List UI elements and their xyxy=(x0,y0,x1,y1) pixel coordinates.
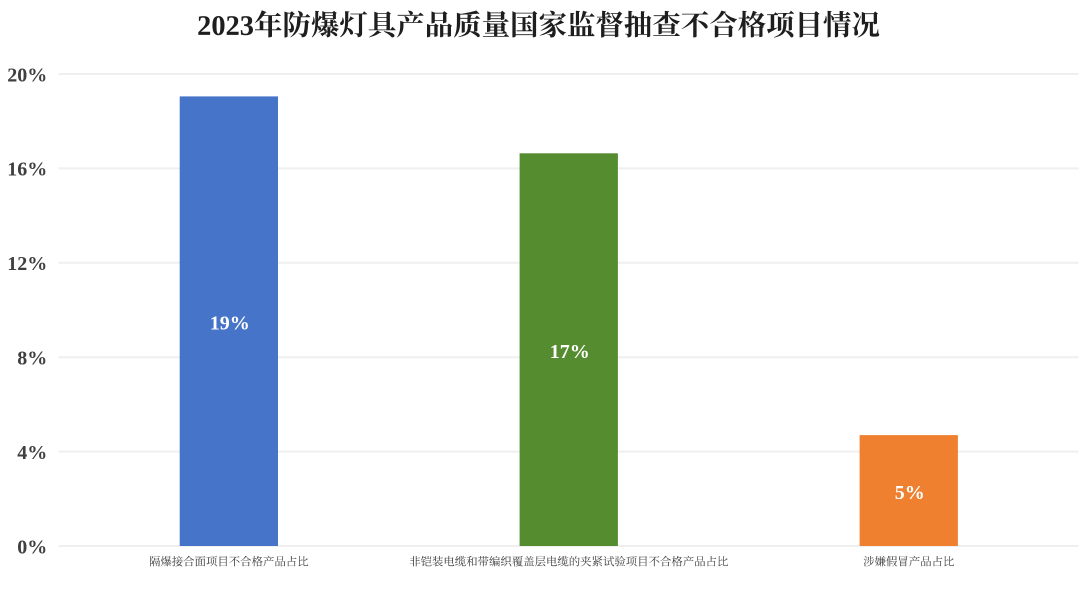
svg-text:5%: 5% xyxy=(895,482,925,504)
svg-text:17%: 17% xyxy=(550,341,590,363)
svg-text:20%: 20% xyxy=(7,64,47,86)
svg-text:16%: 16% xyxy=(7,159,47,181)
svg-text:4%: 4% xyxy=(17,442,47,464)
svg-text:0%: 0% xyxy=(17,536,47,558)
svg-text:8%: 8% xyxy=(17,348,47,370)
svg-text:19%: 19% xyxy=(210,313,250,335)
svg-text:12%: 12% xyxy=(7,253,47,275)
